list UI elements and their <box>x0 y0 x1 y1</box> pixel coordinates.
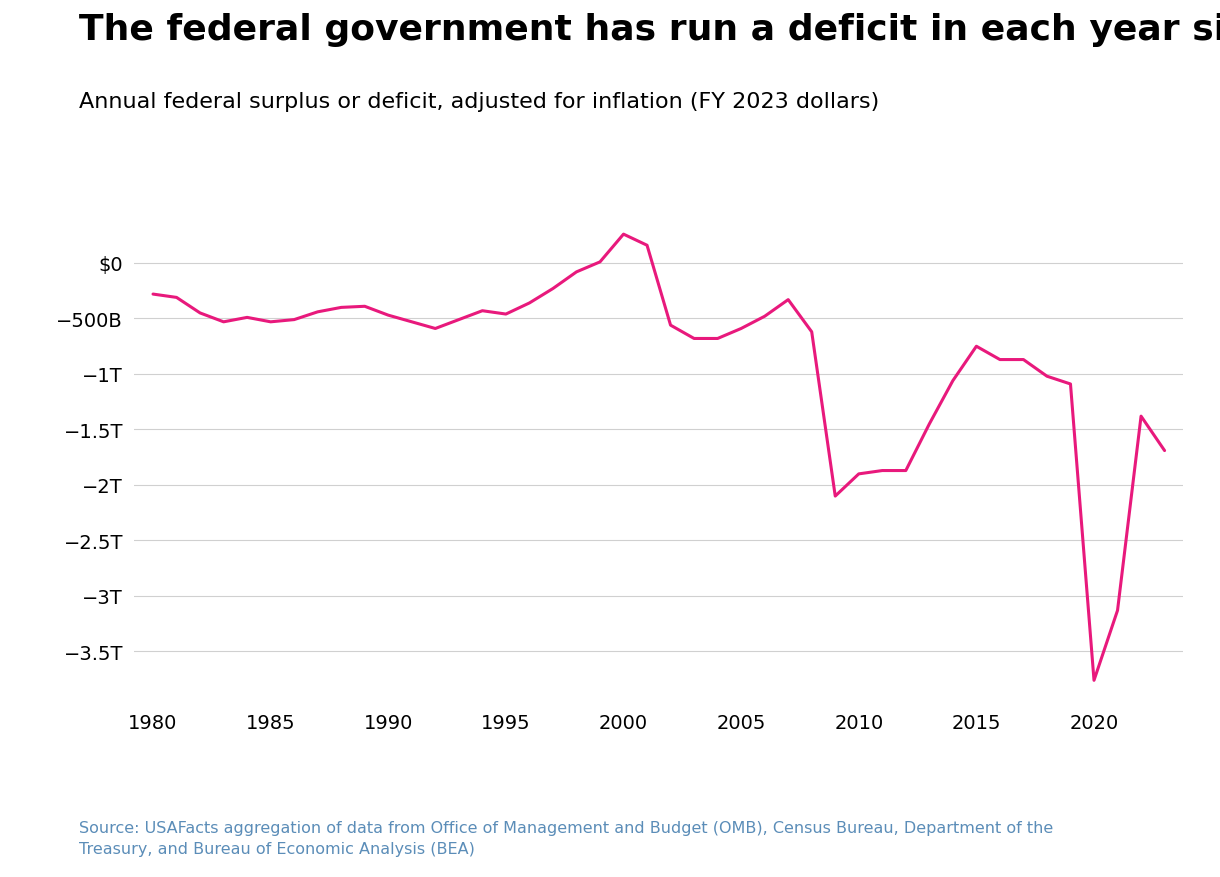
Text: Annual federal surplus or deficit, adjusted for inflation (FY 2023 dollars): Annual federal surplus or deficit, adjus… <box>79 92 880 112</box>
Text: The federal government has run a deficit in each year since 2001.: The federal government has run a deficit… <box>79 13 1220 47</box>
Text: Source: USAFacts aggregation of data from Office of Management and Budget (OMB),: Source: USAFacts aggregation of data fro… <box>79 820 1054 856</box>
